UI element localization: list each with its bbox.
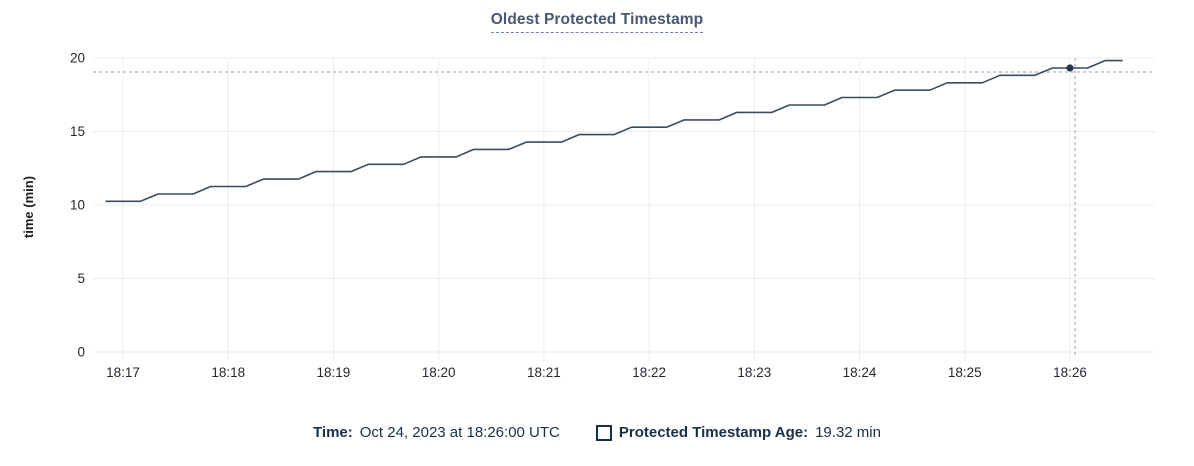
x-tick-label: 18:20 xyxy=(422,365,456,380)
y-axis-label: time (min) xyxy=(21,176,36,238)
chart-title[interactable]: Oldest Protected Timestamp xyxy=(490,11,704,33)
y-tick-label: 15 xyxy=(70,124,85,139)
x-tick-label: 18:23 xyxy=(737,365,771,380)
x-tick-label: 18:26 xyxy=(1053,365,1087,380)
line-chart-canvas[interactable]: 0 5 10 15 20 18:17 18:18 18:19 18:20 18:21 18:22 18… xyxy=(0,0,1194,400)
hover-time: Time: Oct 24, 2023 at 18:26:00 UTC xyxy=(313,424,560,441)
x-tick-label: 18:25 xyxy=(948,365,982,380)
hover-point-dot xyxy=(1066,64,1074,72)
series-line xyxy=(105,59,1123,203)
series-label: Protected Timestamp Age: xyxy=(618,424,809,441)
y-tick-label: 10 xyxy=(70,198,85,213)
series-swatch-icon xyxy=(595,424,612,441)
y-tick-label: 0 xyxy=(77,345,85,360)
series-value: 19.32 min xyxy=(815,424,881,441)
hover-legend: Time: Oct 24, 2023 at 18:26:00 UTC Protec… xyxy=(0,424,1194,441)
x-tick-label: 18:18 xyxy=(211,365,245,380)
y-tick-label: 5 xyxy=(77,271,85,286)
x-tick-label: 18:22 xyxy=(632,365,666,380)
x-tick-label: 18:24 xyxy=(843,365,877,380)
x-tick-label: 18:17 xyxy=(106,365,140,380)
y-tick-label: 20 xyxy=(70,51,85,66)
chart-title-row: Oldest Protected Timestamp xyxy=(0,11,1194,33)
x-tick-label: 18:19 xyxy=(317,365,351,380)
x-tick-label: 18:21 xyxy=(527,365,561,380)
hover-time-label: Time: xyxy=(313,424,353,441)
legend-series-toggle[interactable]: Protected Timestamp Age: 19.32 min xyxy=(595,424,881,441)
hover-time-value: Oct 24, 2023 at 18:26:00 UTC xyxy=(359,424,560,441)
